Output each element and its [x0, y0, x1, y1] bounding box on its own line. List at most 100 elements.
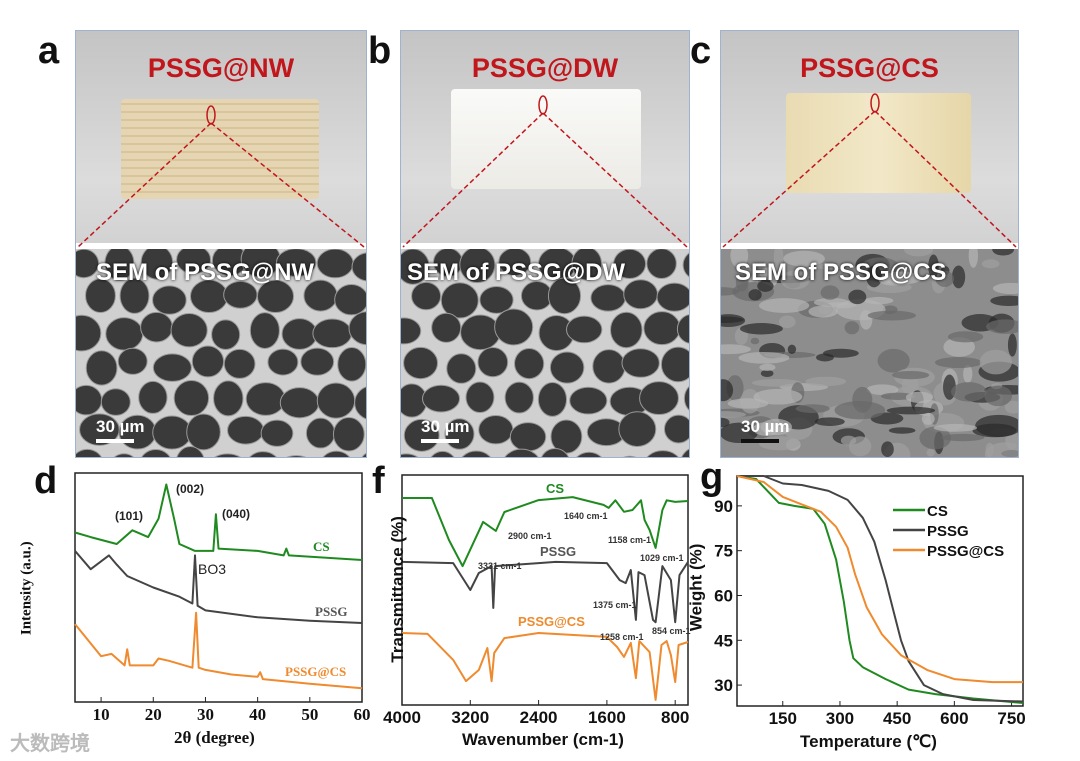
sem-cell — [211, 319, 241, 350]
sem-texture — [751, 378, 802, 387]
sem-cell — [682, 252, 689, 278]
sem-cell — [461, 450, 492, 457]
sem-cell — [592, 349, 626, 384]
sem-title: SEM of PSSG@DW — [407, 259, 626, 286]
sem-cell — [76, 384, 103, 416]
sem-cell — [260, 419, 294, 447]
sem-texture — [963, 364, 973, 384]
x-tick-label: 4000 — [383, 708, 421, 727]
sem-texture — [778, 315, 796, 329]
plot-frame — [74, 472, 363, 703]
sem-cell — [494, 308, 534, 346]
sem-texture — [888, 427, 916, 434]
sem-texture — [992, 282, 1018, 295]
sem-texture — [878, 274, 909, 286]
sem-cell — [100, 388, 131, 416]
sem-texture — [984, 385, 1013, 407]
x-tick-label: 800 — [661, 708, 689, 727]
sem-cell — [590, 284, 626, 312]
sem-cell — [281, 318, 318, 350]
panel-c: PSSG@CS SEM of PSSG@CS 30 µm — [720, 30, 1019, 458]
peak-label-1029: 1029 cm-1 — [640, 553, 684, 563]
panel-label-g: g — [700, 456, 724, 498]
sem-cell — [300, 347, 335, 376]
sem-cell — [431, 312, 462, 343]
x-tick-label: 40 — [249, 705, 266, 724]
xrd-chart: 10 20 30 40 50 60 — [74, 472, 371, 724]
x-tick-label: 20 — [145, 705, 162, 724]
sem-cell — [361, 452, 366, 457]
sem-cell — [305, 417, 336, 449]
x-tick-label: 2400 — [520, 708, 558, 727]
sem-cell — [504, 448, 539, 457]
sem-cell — [322, 450, 351, 457]
sem-cell — [76, 448, 102, 457]
sem-texture — [721, 422, 758, 444]
sem-cell — [681, 448, 689, 457]
y-axis-label: Intensity (a.u.) — [18, 541, 35, 636]
peak-label-2900: 2900 cm-1 — [508, 531, 552, 541]
sem-cell — [623, 455, 637, 457]
zoom-indicator — [722, 93, 1017, 248]
sem-cell — [249, 312, 280, 349]
sem-texture — [844, 321, 860, 335]
sem-texture — [1007, 333, 1017, 357]
sem-texture — [721, 417, 730, 428]
series-label-pssg-cs: PSSG@CS — [285, 664, 347, 679]
peak-label-1158: 1158 cm-1 — [608, 535, 652, 545]
sem-texture — [721, 344, 751, 355]
sem-cell — [332, 417, 365, 452]
x-tick-label: 750 — [997, 709, 1025, 728]
sem-cell — [610, 311, 643, 349]
sem-cell — [421, 384, 461, 413]
sem-texture — [730, 243, 749, 268]
sem-texture — [721, 379, 734, 402]
sem-cell — [547, 277, 582, 315]
sem-cell — [170, 312, 208, 348]
sem-cell — [316, 382, 356, 419]
sem-texture — [787, 344, 797, 354]
sem-cell — [223, 348, 256, 379]
sem-cell — [348, 311, 366, 346]
sem-cell — [286, 455, 307, 457]
peak-label-101: (101) — [115, 509, 144, 523]
panel-a: PSSG@NW SEM of PSSG@NW 30 µm — [75, 30, 367, 458]
sem-cell — [479, 285, 514, 314]
sem-texture — [721, 316, 744, 323]
x-tick-label: 10 — [93, 705, 110, 724]
sem-texture — [866, 384, 899, 396]
sem-cell — [334, 284, 366, 316]
peak-label-854: 854 cm-1 — [652, 626, 691, 636]
sem-cell — [152, 353, 192, 382]
x-tick-label: 450 — [883, 709, 911, 728]
sem-image-cs: SEM of PSSG@CS 30 µm — [721, 242, 1018, 457]
sem-cell — [498, 247, 532, 277]
sem-cell — [76, 248, 100, 279]
sem-cell — [117, 347, 148, 375]
sem-cell — [440, 282, 479, 319]
sem-cell — [401, 453, 419, 457]
sem-texture — [867, 310, 916, 321]
sem-cell — [213, 380, 244, 417]
sem-texture — [759, 363, 776, 371]
sem-cell — [256, 279, 295, 314]
photo-title: PSSG@DW — [471, 53, 619, 83]
sem-cell — [618, 411, 657, 447]
sem-texture — [881, 441, 894, 457]
sem-cell — [105, 317, 144, 351]
x-axis-label: 2θ (degree) — [174, 728, 255, 747]
sem-cell — [623, 279, 659, 310]
sem-title: SEM of PSSG@NW — [96, 259, 315, 286]
sem-texture — [877, 348, 910, 373]
sem-cell — [140, 311, 173, 343]
sem-texture — [975, 414, 1018, 437]
y-tick-label: 75 — [714, 542, 733, 561]
sem-cell — [537, 381, 568, 417]
sem-cell — [478, 415, 514, 445]
sem-cell — [569, 386, 608, 415]
series-line-cs — [402, 496, 689, 568]
sem-texture — [968, 243, 979, 268]
sem-texture — [750, 337, 760, 345]
series-label-pssg-cs: PSSG@CS — [518, 614, 585, 629]
sem-texture — [981, 259, 1000, 269]
